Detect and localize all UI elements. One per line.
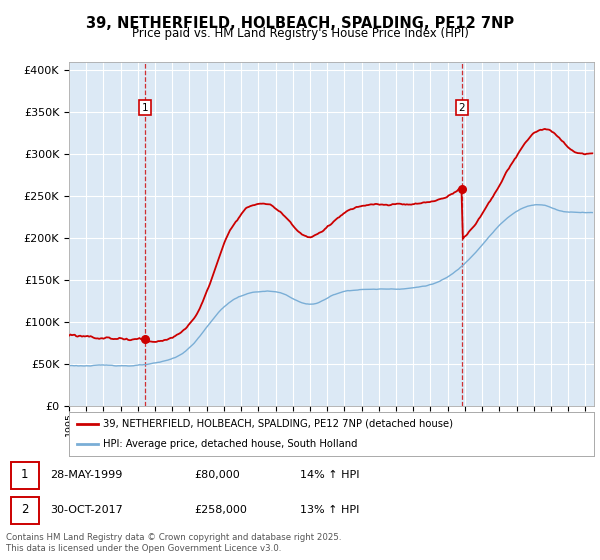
Text: 1: 1 xyxy=(21,468,29,481)
Text: 2: 2 xyxy=(21,503,29,516)
Text: 39, NETHERFIELD, HOLBEACH, SPALDING, PE12 7NP (detached house): 39, NETHERFIELD, HOLBEACH, SPALDING, PE1… xyxy=(103,419,453,429)
Text: 1: 1 xyxy=(142,103,148,113)
Text: 13% ↑ HPI: 13% ↑ HPI xyxy=(300,505,359,515)
Text: £80,000: £80,000 xyxy=(194,470,240,479)
Text: 39, NETHERFIELD, HOLBEACH, SPALDING, PE12 7NP: 39, NETHERFIELD, HOLBEACH, SPALDING, PE1… xyxy=(86,16,514,31)
Text: 28-MAY-1999: 28-MAY-1999 xyxy=(50,470,122,479)
Text: Price paid vs. HM Land Registry's House Price Index (HPI): Price paid vs. HM Land Registry's House … xyxy=(131,27,469,40)
Text: £258,000: £258,000 xyxy=(194,505,247,515)
Text: 2: 2 xyxy=(458,103,465,113)
Text: HPI: Average price, detached house, South Holland: HPI: Average price, detached house, Sout… xyxy=(103,439,358,449)
Text: 14% ↑ HPI: 14% ↑ HPI xyxy=(300,470,359,479)
FancyBboxPatch shape xyxy=(11,462,39,488)
Text: Contains HM Land Registry data © Crown copyright and database right 2025.
This d: Contains HM Land Registry data © Crown c… xyxy=(6,533,341,553)
FancyBboxPatch shape xyxy=(11,497,39,524)
Text: 30-OCT-2017: 30-OCT-2017 xyxy=(50,505,123,515)
